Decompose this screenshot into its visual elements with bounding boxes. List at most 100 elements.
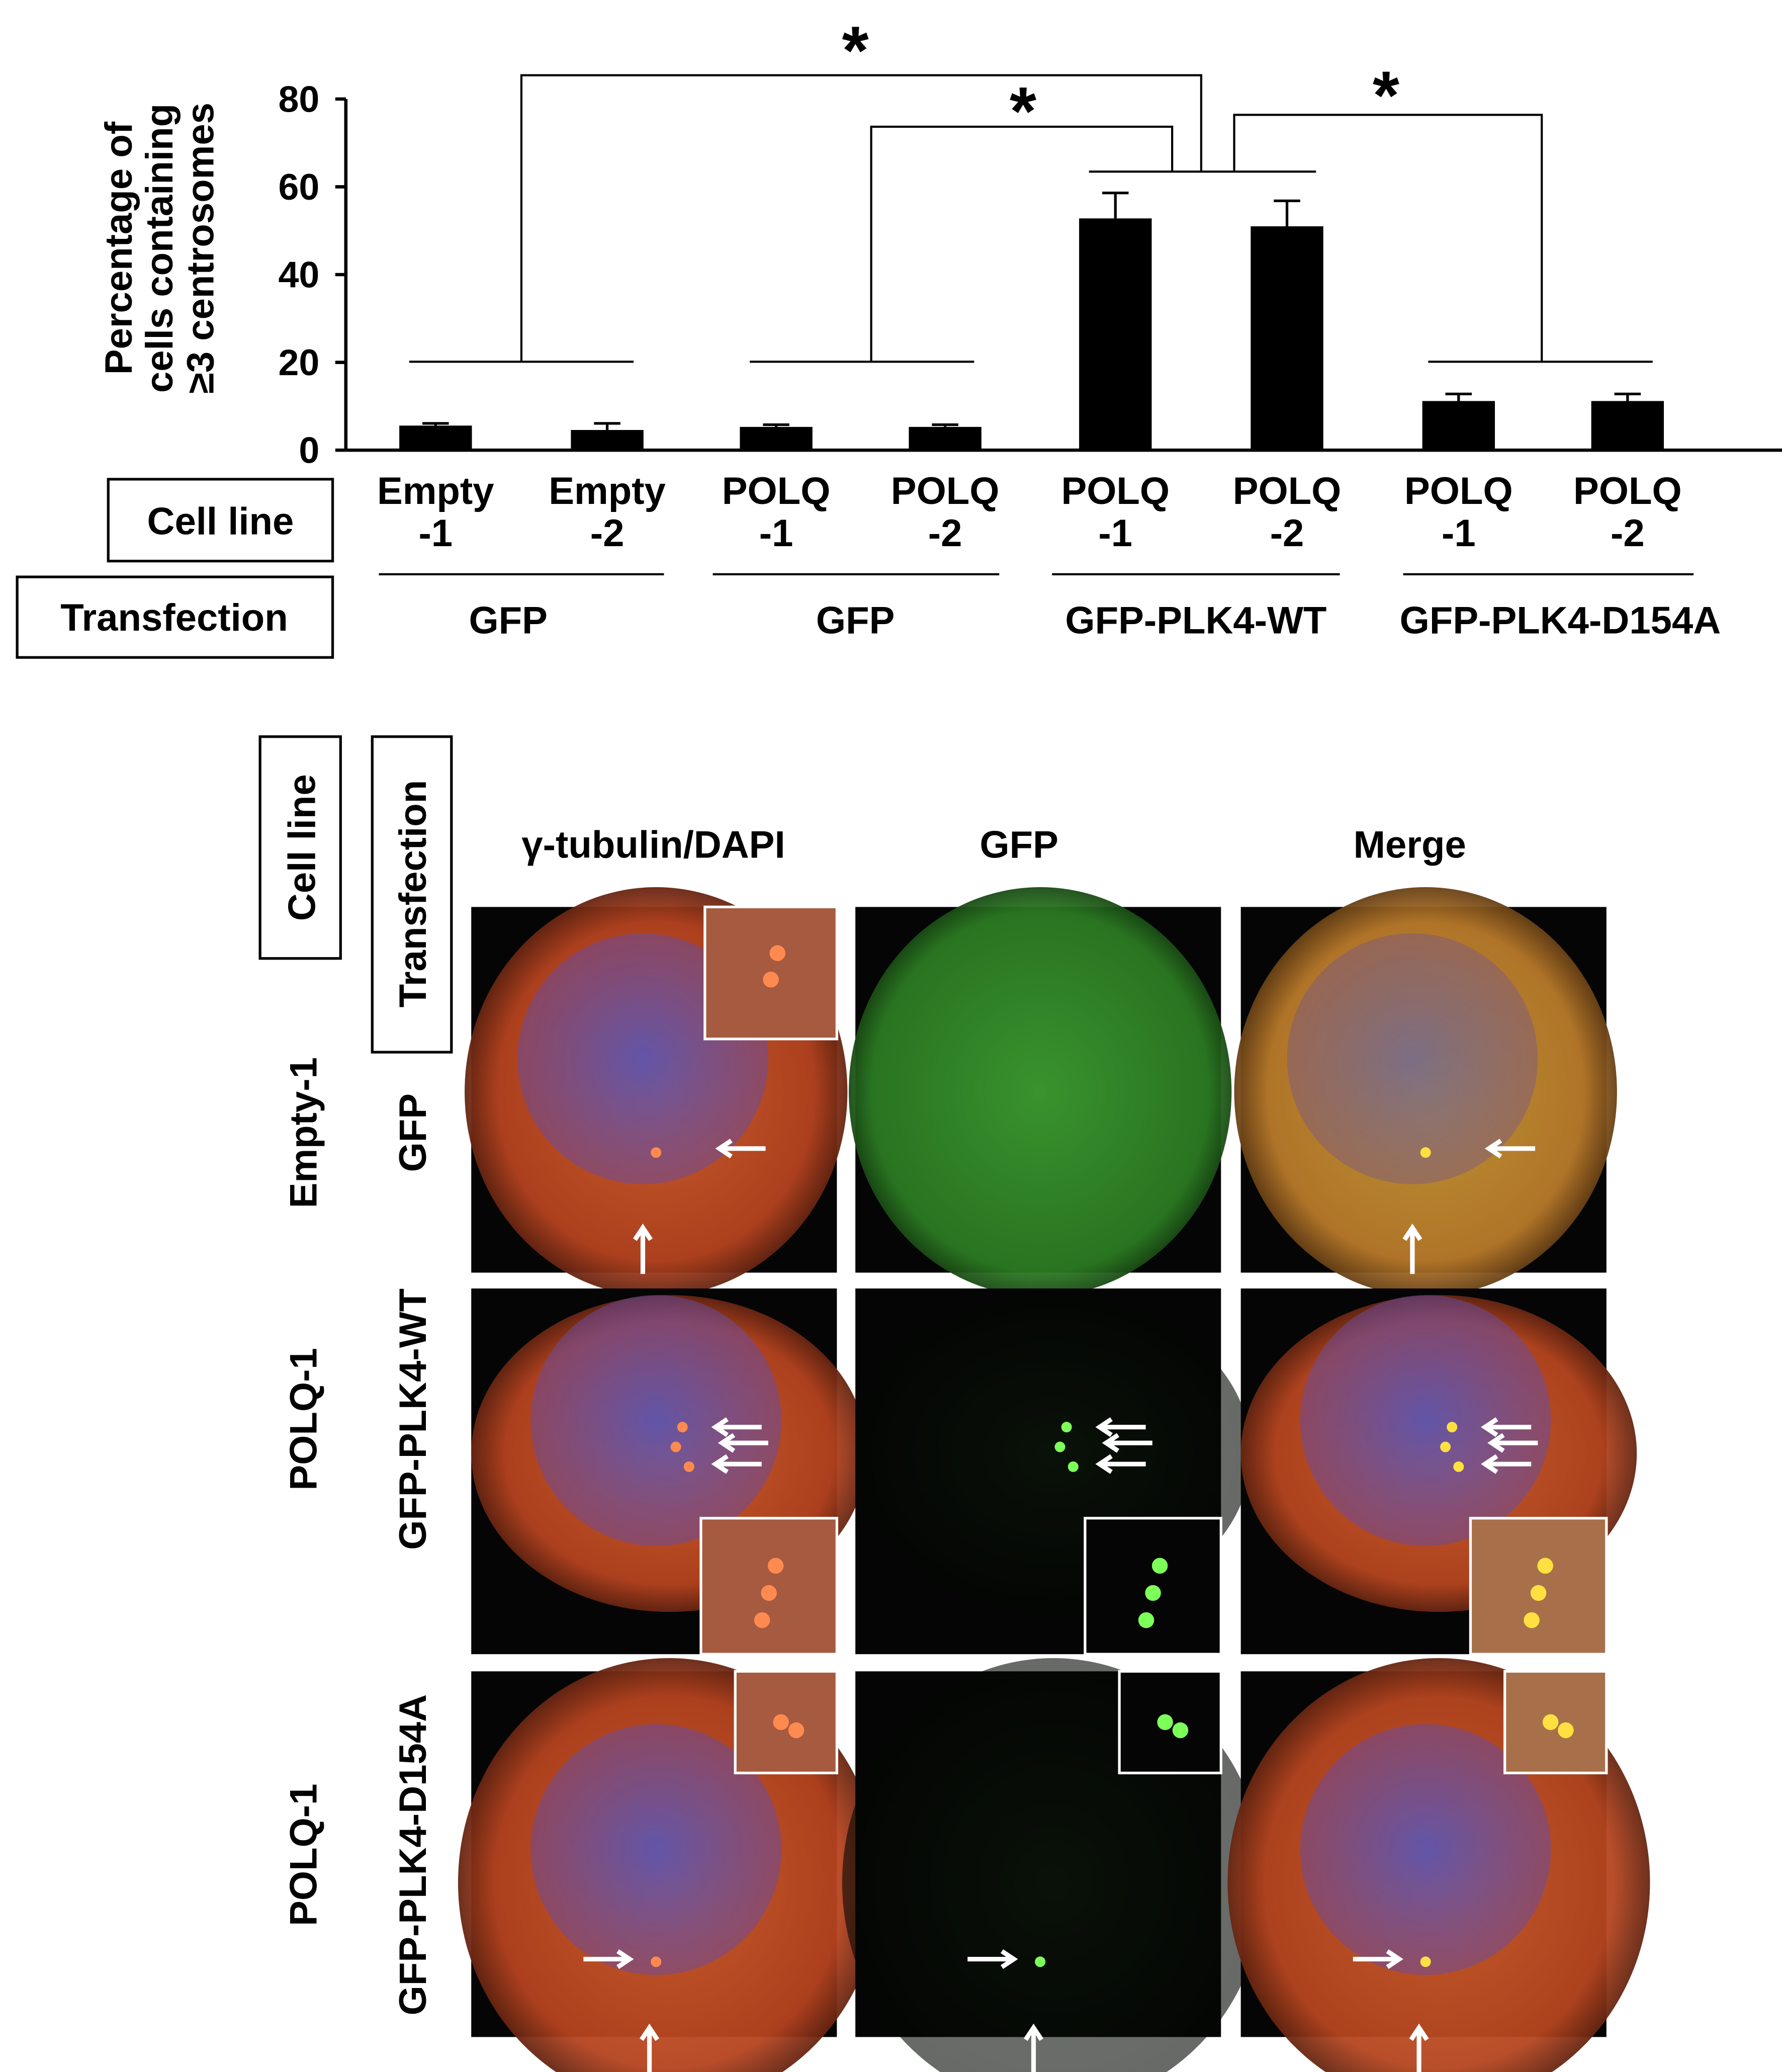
header-box [371,735,453,1054]
centrosome [683,1461,694,1472]
y-label-line: cells containing [138,104,181,393]
y-tick-label: 40 [279,254,320,296]
y-label-line: Percentage of [98,121,140,375]
x-tick-label: -1 [1098,512,1132,555]
x-tick-label: POLQ [1573,470,1682,512]
error-bar [1102,192,1129,219]
arrow [718,1433,768,1453]
arrow [1095,1454,1146,1474]
significance-brackets [409,74,1653,363]
x-tick-label: POLQ [722,470,831,512]
y-tick-label: 20 [279,341,320,383]
transfection-label: GFP-PLK4-WT [1065,599,1326,642]
x-tick-label: POLQ [891,470,1000,512]
header-box-label: Transfection [392,780,434,1008]
transfection-label: GFP [469,599,547,642]
x-tick-label: -1 [1442,512,1476,555]
arrow [1353,1949,1403,1969]
arrow [583,1949,634,1969]
inset-dot [773,1714,789,1731]
y-label-line: ≥3 centrosomes [180,103,222,394]
centrosome [1420,1147,1431,1158]
row-cell-line: Empty-1 [282,1057,325,1208]
x-tick-label: -1 [759,512,793,555]
bar [399,425,472,451]
inset-dot [1157,1714,1173,1731]
row-transfection: GFP [392,1093,434,1172]
arrow [1409,2023,1429,2072]
arrow [1481,1454,1532,1474]
header-box-label: Cell line [281,774,324,921]
error-bar [763,423,789,427]
centrosome [670,1441,681,1452]
arrow [711,1454,762,1474]
column-header: GFP [979,824,1058,867]
bar [1079,218,1152,451]
header-box [16,575,334,659]
centrosome [1453,1461,1464,1472]
centrosome [1067,1461,1079,1472]
inset-dot [1138,1612,1154,1628]
arrow [640,2023,660,2072]
bar [909,426,982,451]
inset-dot [1151,1558,1168,1574]
x-tick-label: -2 [1611,512,1645,555]
x-tick-label: -2 [928,512,962,555]
error-bar [1614,392,1641,401]
bracket [409,74,1203,363]
inset-dot [1145,1585,1161,1601]
y-tick-label: 0 [299,429,319,471]
centrosome [677,1422,688,1433]
arrow [1484,1139,1536,1159]
arrow [715,1139,766,1159]
bracket [1089,114,1653,363]
arrow [1487,1433,1538,1453]
bar [571,429,644,451]
transfection-label: GFP-PLK4-D154A [1400,599,1721,642]
y-tick-label: 80 [279,78,320,120]
centrosome [651,1956,662,1967]
inset-dot [761,1585,777,1601]
centrosome [1035,1956,1046,1967]
row-cell-line: POLQ-1 [282,1784,325,1926]
inset-dot [788,1722,805,1739]
nucleus [1287,933,1538,1184]
centrosome [1447,1422,1458,1433]
centrosome [1054,1441,1065,1452]
error-bar [1445,392,1472,401]
inset-dot [763,972,779,988]
row-header: Cell line [147,500,294,543]
nucleus [1300,1295,1551,1546]
inset [1469,1517,1608,1656]
column-header: Merge [1354,824,1466,867]
inset-dot [1172,1722,1189,1739]
arrow [633,1224,653,1274]
column-header: γ-tubulin/DAPI [521,824,785,867]
inset [699,1517,838,1656]
inset-dot [1537,1558,1553,1574]
arrow [1402,1224,1422,1274]
arrow [1023,2023,1044,2072]
error-bar [1274,199,1300,226]
x-tick-label: -1 [418,512,453,555]
inset-dot [754,1612,770,1628]
inset-dot [1530,1585,1547,1601]
bar [1591,401,1664,451]
nucleus [530,1724,782,1975]
arrow [711,1417,762,1437]
x-tick-label: Empty [377,470,494,512]
centrosome [1061,1422,1072,1433]
row-cell-line: POLQ-1 [282,1348,325,1490]
arrow [1095,1417,1146,1437]
x-tick-label: Empty [549,470,666,512]
row-header: Transfection [60,596,288,639]
inset-dot [1542,1714,1559,1731]
centrosome [1440,1441,1451,1452]
x-tick-label: POLQ [1404,470,1513,512]
nucleus [1300,1724,1551,1975]
centrosome [651,1147,662,1158]
x-tick-label: POLQ [1061,470,1170,512]
bar [1251,226,1323,451]
significance-star: * [842,12,869,89]
